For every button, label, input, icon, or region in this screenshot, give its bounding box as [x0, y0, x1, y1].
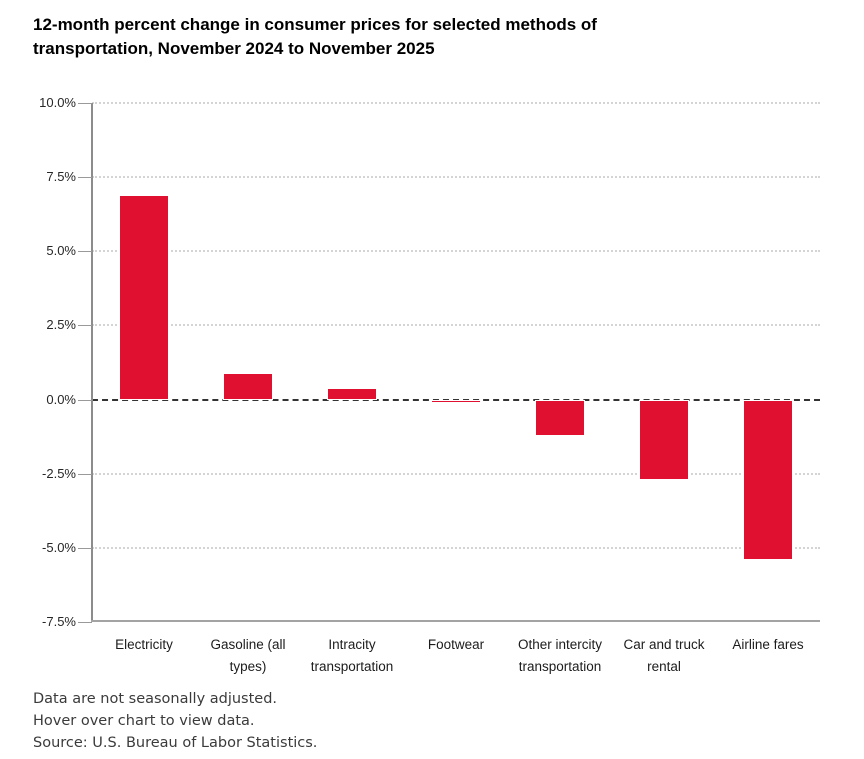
y-tick-mark [78, 103, 92, 104]
y-tick-mark [78, 400, 92, 401]
y-tick-mark [78, 548, 92, 549]
y-tick-mark [78, 474, 92, 475]
y-axis-line [91, 103, 93, 622]
source-line: Source: U.S. Bureau of Labor Statistics. [33, 735, 318, 751]
bar-footwear[interactable] [431, 400, 481, 403]
bar-gasoline-all-types[interactable] [223, 373, 273, 400]
y-tick-mark [78, 177, 92, 178]
chart-title: 12-month percent change in consumer pric… [33, 15, 597, 58]
gridline [92, 250, 820, 252]
gridline [92, 176, 820, 178]
y-axis-tick-label: 2.5% [46, 317, 76, 332]
y-tick-mark [78, 622, 92, 623]
bar-electricity[interactable] [119, 195, 169, 400]
footnote-seasonal-adjustment: Data are not seasonally adjusted. [33, 691, 278, 707]
x-axis-label-footwear: Footwear [427, 637, 485, 652]
x-axis-label-gasoline-all-types: Gasoline (all types) [210, 637, 286, 674]
y-axis-tick-label: -5.0% [42, 540, 76, 555]
gridline [92, 102, 820, 104]
footnote-hover-hint: Hover over chart to view data. [33, 713, 255, 729]
y-axis-tick-label: 0.0% [46, 392, 76, 407]
x-axis-label-car-and-truck-rental: Car and truck rental [623, 637, 705, 674]
y-axis-tick-label: -2.5% [42, 466, 76, 481]
x-axis-label-intracity-transportation: Intracity transportation [310, 637, 394, 674]
bar-intracity-transportation[interactable] [327, 388, 377, 400]
gridline [92, 473, 820, 475]
bar-airline-fares[interactable] [743, 400, 793, 560]
y-axis-tick-label: -7.5% [42, 614, 76, 629]
bar-other-intercity-transportation[interactable] [535, 400, 585, 436]
x-axis-label-airline-fares: Airline fares [732, 637, 804, 652]
x-axis-label-other-intercity-transportation: Other intercity transportation [517, 637, 603, 674]
x-axis-label-electricity: Electricity [115, 637, 173, 652]
bar-car-and-truck-rental[interactable] [639, 400, 689, 480]
y-axis-tick-label: 7.5% [46, 169, 76, 184]
y-tick-mark [78, 251, 92, 252]
x-axis-line [91, 620, 820, 622]
y-axis-tick-label: 5.0% [46, 243, 76, 258]
y-axis-tick-label: 10.0% [39, 95, 76, 110]
gridline [92, 547, 820, 549]
y-tick-mark [78, 325, 92, 326]
gridline [92, 324, 820, 326]
